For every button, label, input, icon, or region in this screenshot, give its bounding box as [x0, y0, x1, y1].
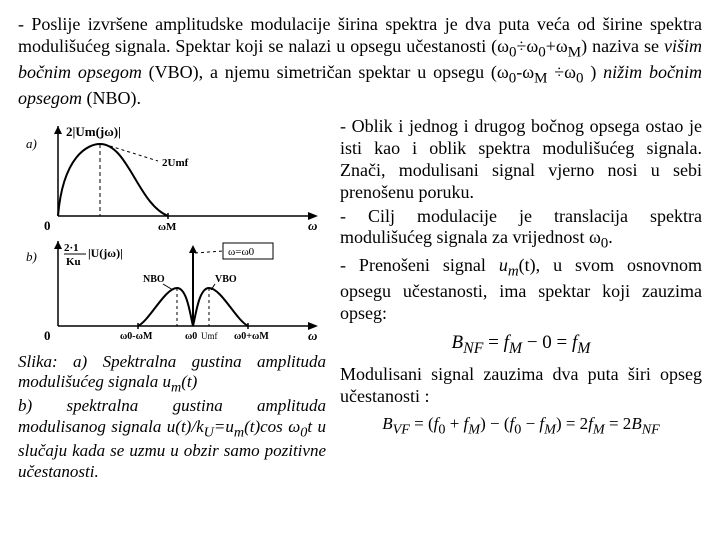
svg-text:|U(jω)|: |U(jω)|	[88, 246, 123, 260]
top-paragraph: - Poslije izvršene amplitudske modulacij…	[18, 14, 702, 110]
svg-text:Ku: Ku	[66, 256, 81, 268]
svg-text:ω0+ωM: ω0+ωM	[234, 331, 269, 342]
right-para-4: Modulisani signal zauzima dva puta širi …	[340, 364, 702, 408]
svg-text:VBO: VBO	[215, 274, 237, 285]
svg-text:0: 0	[44, 328, 51, 343]
svg-text:b): b)	[26, 249, 37, 264]
right-column: - Oblik i jednog i drugog bočnog opsega …	[340, 116, 702, 482]
left-column: a)2|Um(jω)|2UmfωMω0b)2·1Ku|U(jω)|ω=ω0NBO…	[18, 116, 326, 482]
svg-text:ωM: ωM	[158, 221, 177, 233]
svg-text:0: 0	[44, 218, 51, 233]
svg-text:Umf: Umf	[201, 331, 218, 341]
formula-bnf: BNF = fM − 0 = fM	[340, 331, 702, 358]
figure-caption: Slika: a) Spektralna gustina amplituda m…	[18, 352, 326, 482]
svg-text:2·1: 2·1	[64, 242, 79, 254]
svg-text:a): a)	[26, 136, 37, 151]
svg-text:ω: ω	[308, 218, 317, 233]
svg-text:2Umf: 2Umf	[162, 157, 189, 169]
svg-text:ω=ω0: ω=ω0	[228, 246, 255, 258]
svg-text:NBO: NBO	[143, 274, 165, 285]
svg-text:ω: ω	[308, 328, 317, 343]
svg-text:ω0: ω0	[185, 331, 197, 342]
two-column-layout: a)2|Um(jω)|2UmfωMω0b)2·1Ku|U(jω)|ω=ω0NBO…	[18, 116, 702, 482]
right-para-3: - Prenošeni signal um(t), u svom osnovno…	[340, 255, 702, 325]
right-para-2: - Cilj modulacije je translacija spektra…	[340, 206, 702, 254]
svg-text:ω0-ωM: ω0-ωM	[120, 331, 153, 342]
svg-text:2|Um(jω)|: 2|Um(jω)|	[66, 124, 121, 139]
right-para-1: - Oblik i jednog i drugog bočnog opsega …	[340, 116, 702, 204]
spectrum-figure: a)2|Um(jω)|2UmfωMω0b)2·1Ku|U(jω)|ω=ω0NBO…	[18, 116, 326, 346]
formula-bvf: BVF = (f0 + fM) − (f0 − fM) = 2fM = 2BNF	[340, 414, 702, 439]
